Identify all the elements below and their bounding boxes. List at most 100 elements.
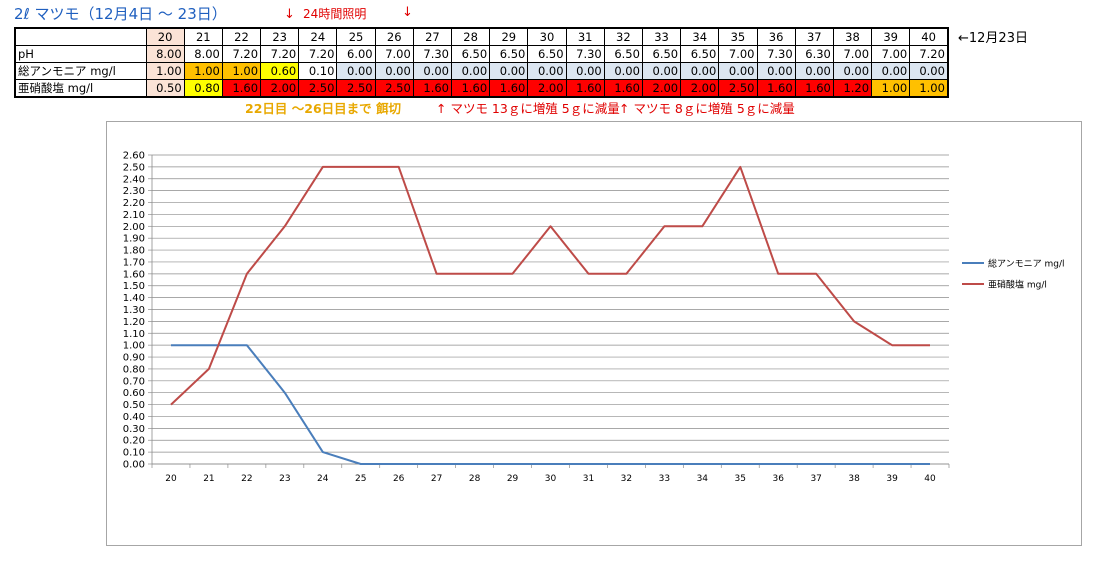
day-header: 35 bbox=[718, 27, 758, 46]
table-cell: 0.00 bbox=[794, 62, 834, 80]
table-cell: 7.20 bbox=[298, 45, 338, 63]
y-tick-label: 1.70 bbox=[123, 257, 145, 268]
table-cell: 1.20 bbox=[832, 79, 873, 98]
y-tick-label: 0.30 bbox=[123, 424, 145, 435]
x-tick-label: 21 bbox=[203, 474, 214, 484]
x-tick-label: 24 bbox=[317, 474, 329, 484]
y-tick-label: 0.00 bbox=[123, 460, 145, 471]
table-cell: 7.00 bbox=[718, 45, 758, 63]
table-cell: 6.50 bbox=[489, 45, 529, 63]
table-cell: 6.50 bbox=[450, 45, 491, 63]
table-cell: 0.00 bbox=[603, 62, 643, 80]
table-cell: 7.30 bbox=[756, 45, 796, 63]
table-cell: 0.00 bbox=[718, 62, 758, 80]
day-header: 34 bbox=[680, 27, 720, 46]
table-cell: 0.00 bbox=[450, 62, 491, 80]
date-note: ←12月23日 bbox=[958, 31, 1028, 46]
table-cell: 0.00 bbox=[565, 62, 605, 80]
table-cell: 1.60 bbox=[794, 79, 834, 98]
increase-note-2: ↑ マツモ 8ｇに増殖 5ｇに減量 bbox=[619, 101, 795, 116]
x-tick-label: 20 bbox=[165, 474, 177, 484]
x-tick-label: 30 bbox=[545, 474, 557, 484]
table-cell: 1.00 bbox=[183, 62, 223, 80]
table-cell: 1.00 bbox=[909, 79, 949, 98]
x-tick-label: 23 bbox=[279, 474, 290, 484]
table-cell: 7.30 bbox=[412, 45, 453, 63]
y-tick-label: 1.30 bbox=[123, 305, 145, 316]
data-table: 20 21 22 23 24 25 26 27 28 29 30 31 32 33 34 35 36 37 38 39… bbox=[14, 27, 949, 98]
day-header: 20 bbox=[145, 27, 185, 46]
table-cell: 6.50 bbox=[603, 45, 643, 63]
y-tick-label: 2.50 bbox=[123, 162, 145, 173]
table-cell: 6.50 bbox=[680, 45, 720, 63]
table-cell: 1.00 bbox=[221, 62, 262, 80]
table-cell: 7.00 bbox=[871, 45, 911, 63]
day-header: 25 bbox=[336, 27, 376, 46]
page-title: 2ℓ マツモ（12月4日 〜 23日） bbox=[14, 5, 227, 23]
down-arrow-icon: ↓ bbox=[402, 5, 413, 20]
header-blank-cell bbox=[14, 27, 147, 46]
table-cell: 1.00 bbox=[145, 62, 185, 80]
lighting-note: 24時間照明 bbox=[303, 7, 367, 21]
table-cell: 6.00 bbox=[336, 45, 376, 63]
table-cell: 2.50 bbox=[298, 79, 338, 98]
table-cell: 2.00 bbox=[260, 79, 300, 98]
table-cell: 0.00 bbox=[374, 62, 414, 80]
table-cell: 0.00 bbox=[680, 62, 720, 80]
table-cell: 1.60 bbox=[603, 79, 643, 98]
chart-area: 0.00 0.10 0.20 0.30 0.40 0.50 0.60 0.70 0.80 0.90… bbox=[106, 121, 1082, 546]
x-tick-label: 27 bbox=[431, 474, 442, 484]
y-tick-label: 2.10 bbox=[123, 210, 145, 221]
y-tick-label: 2.60 bbox=[123, 151, 145, 162]
table-cell: 1.60 bbox=[489, 79, 529, 98]
table-cell: 6.50 bbox=[527, 45, 567, 63]
table-cell: 2.00 bbox=[641, 79, 682, 98]
table-cell: 7.30 bbox=[565, 45, 605, 63]
table-cell: 0.00 bbox=[641, 62, 682, 80]
x-tick-label: 37 bbox=[810, 474, 821, 484]
line-chart: 0.000.100.200.300.400.500.600.700.800.90… bbox=[123, 151, 1065, 485]
table-cell: 0.50 bbox=[145, 79, 185, 98]
table-cell: 2.50 bbox=[718, 79, 758, 98]
x-tick-label: 38 bbox=[848, 474, 860, 484]
row-label: pH bbox=[14, 45, 147, 63]
y-tick-label: 1.40 bbox=[123, 293, 145, 304]
x-tick-label: 31 bbox=[583, 474, 594, 484]
table-cell: 1.60 bbox=[565, 79, 605, 98]
day-header: 27 bbox=[412, 27, 453, 46]
table-cell: 1.60 bbox=[221, 79, 262, 98]
day-header: 38 bbox=[832, 27, 873, 46]
day-header: 26 bbox=[374, 27, 414, 46]
day-header: 32 bbox=[603, 27, 643, 46]
legend-label: 総アンモニア mg/l bbox=[988, 258, 1065, 270]
y-tick-label: 0.50 bbox=[123, 400, 145, 411]
table-cell: 2.50 bbox=[374, 79, 414, 98]
legend-label: 亜硝酸塩 mg/l bbox=[988, 279, 1047, 291]
table-cell: 7.20 bbox=[221, 45, 262, 63]
row-label: 総アンモニア mg/l bbox=[14, 62, 147, 80]
day-header: 21 bbox=[183, 27, 223, 46]
table-cell: 6.50 bbox=[641, 45, 682, 63]
down-arrow-icon: ↓ bbox=[284, 7, 295, 22]
row-label: 亜硝酸塩 mg/l bbox=[14, 79, 147, 98]
day-header: 30 bbox=[527, 27, 567, 46]
day-header: 40 bbox=[909, 27, 949, 46]
y-tick-label: 0.60 bbox=[123, 388, 145, 399]
table-cell: 0.00 bbox=[489, 62, 529, 80]
y-tick-label: 1.60 bbox=[123, 269, 145, 280]
day-header: 23 bbox=[260, 27, 300, 46]
table-cell: 0.00 bbox=[832, 62, 873, 80]
table-cell: 0.60 bbox=[260, 62, 300, 80]
x-tick-label: 39 bbox=[886, 474, 898, 484]
y-tick-label: 2.30 bbox=[123, 186, 145, 197]
table-cell: 8.00 bbox=[183, 45, 223, 63]
table-cell: 2.00 bbox=[527, 79, 567, 98]
increase-note-1: ↑ マツモ 13ｇに増殖 5ｇに減量 bbox=[436, 101, 620, 116]
table-cell: 0.10 bbox=[298, 62, 338, 80]
y-tick-label: 0.90 bbox=[123, 353, 145, 364]
table-cell: 7.20 bbox=[909, 45, 949, 63]
day-header: 33 bbox=[641, 27, 682, 46]
day-header: 28 bbox=[450, 27, 491, 46]
day-header: 36 bbox=[756, 27, 796, 46]
table-cell: 0.00 bbox=[756, 62, 796, 80]
